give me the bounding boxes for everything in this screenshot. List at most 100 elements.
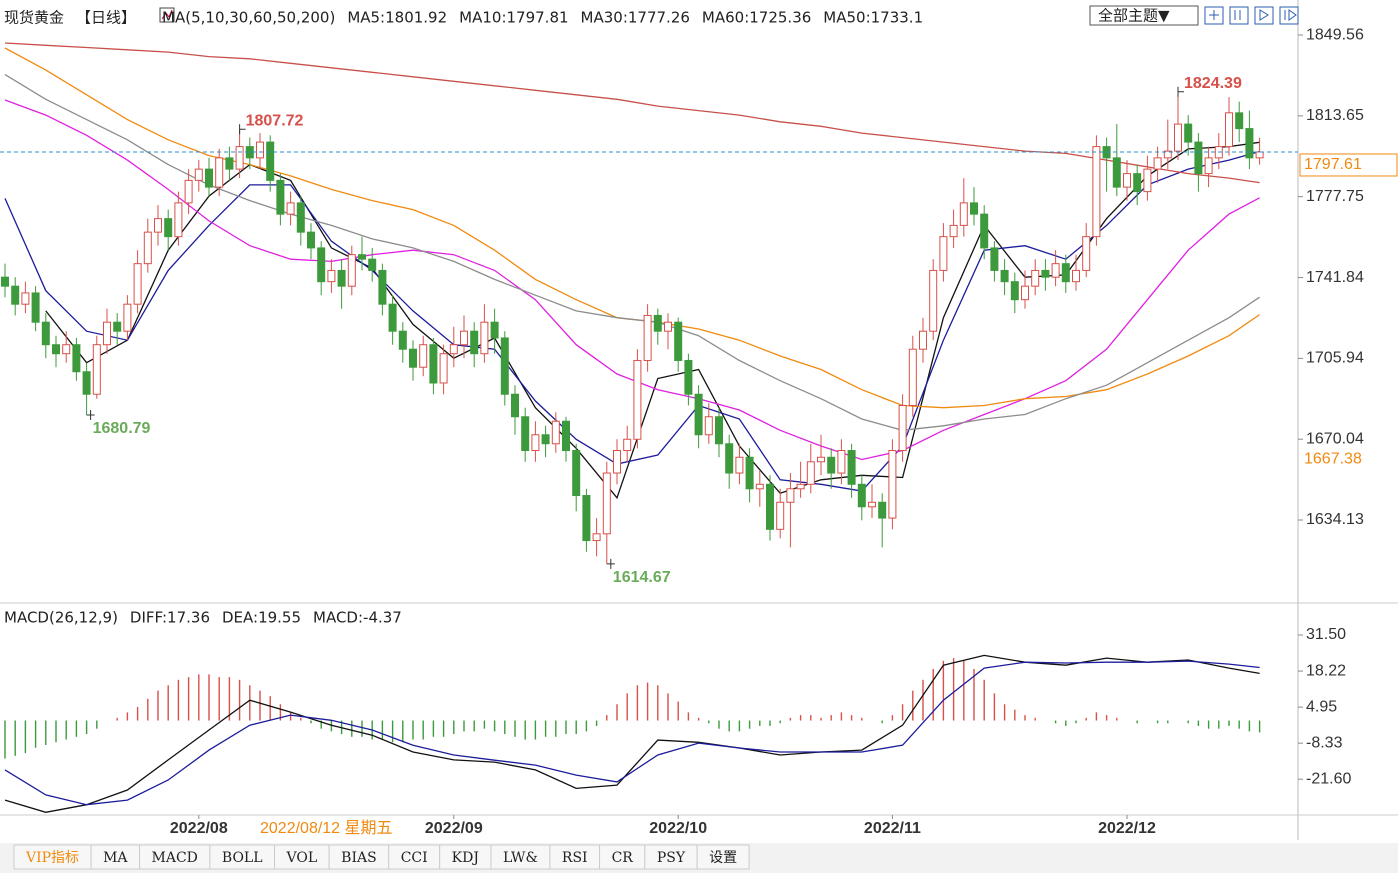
candle-body (235, 146, 244, 170)
candle (429, 337, 438, 395)
candle (551, 412, 560, 453)
candle-body (868, 501, 876, 508)
candle (266, 135, 275, 192)
candle (1225, 97, 1233, 156)
icon-button[interactable] (1254, 6, 1274, 25)
candle (817, 434, 825, 476)
candle-body (633, 359, 642, 440)
cursor-date-bg (258, 818, 395, 840)
candle (500, 331, 509, 406)
candle-body (990, 247, 999, 271)
candle (184, 169, 193, 215)
y-tick-label: 1705.94 (1306, 350, 1364, 367)
candle-body (143, 231, 152, 265)
candle (1112, 124, 1121, 197)
candle-body (1245, 128, 1254, 159)
tab[interactable] (274, 844, 330, 870)
candle-body (317, 247, 326, 283)
tab[interactable] (549, 844, 601, 870)
extreme-label: 1807.72 (246, 112, 304, 129)
candle (439, 344, 448, 395)
candle (949, 209, 958, 248)
chart-title: 现货黄金 (4, 9, 64, 27)
candle (11, 277, 20, 316)
candle-body (368, 258, 377, 271)
candle-body (521, 416, 530, 452)
candle-body (398, 330, 407, 350)
candle (1235, 101, 1244, 143)
icon-glyphs (1209, 9, 1297, 21)
candle-body (623, 438, 632, 452)
x-tick-label: 2022/09 (425, 820, 483, 837)
last-price-label: 1797.61 (1304, 156, 1362, 173)
candle-body (215, 157, 224, 188)
candle (745, 448, 754, 503)
tab-label: LW& (503, 850, 538, 866)
candle (337, 259, 346, 309)
legend-entry: MA30:1777.26 (581, 9, 690, 27)
candle (1245, 110, 1254, 170)
candle-body (409, 348, 417, 368)
icon-button[interactable] (1229, 6, 1249, 25)
indicator-icon-glyph (161, 9, 173, 20)
candle-body (82, 371, 91, 395)
candle (837, 439, 846, 485)
candle (1092, 135, 1101, 246)
legend-entry: MA50:1733.1 (823, 9, 923, 27)
candle-body (1, 276, 9, 287)
candle-body (378, 269, 387, 305)
candle (776, 488, 785, 539)
candle (541, 425, 550, 458)
candle (72, 337, 81, 381)
theme-button[interactable] (1089, 5, 1199, 26)
candle-body (11, 285, 20, 305)
tab[interactable] (644, 844, 698, 870)
candle (1010, 272, 1019, 314)
tab[interactable] (90, 844, 141, 870)
candle-body (653, 314, 662, 332)
legend-entry: MA10:1797.81 (459, 9, 568, 27)
candle-body (715, 416, 723, 445)
candle-body (796, 483, 805, 490)
candle-body (776, 501, 785, 530)
candle (41, 313, 50, 359)
tab[interactable] (696, 844, 750, 870)
candle-body (41, 321, 50, 346)
candle-body (358, 254, 366, 260)
candle-body (500, 337, 509, 395)
candle (174, 191, 183, 246)
legend-entry: DIFF:17.36 (130, 609, 210, 627)
toolbar-icons (1204, 6, 1299, 25)
tab[interactable] (209, 844, 276, 870)
candle-body (602, 472, 611, 535)
candle (704, 403, 713, 444)
candle-body (164, 218, 173, 238)
candle-body (980, 213, 989, 249)
x-tick-label: 2022/12 (1098, 820, 1156, 837)
candle (1123, 160, 1131, 201)
candle-body (592, 533, 601, 542)
candle-body (939, 236, 948, 271)
candle-body (347, 254, 356, 287)
y-tick-label: 31.50 (1306, 626, 1346, 643)
candle (715, 407, 723, 458)
candle-body (929, 269, 938, 332)
tab[interactable] (139, 844, 211, 870)
candle-body (256, 141, 264, 159)
candle (847, 443, 856, 498)
candle-body (337, 269, 346, 287)
legend-entry: MA60:1725.36 (702, 9, 811, 27)
candle-body (174, 202, 183, 238)
candle-body (419, 344, 428, 368)
cursor-date: 2022/08/12 星期五 (260, 819, 393, 837)
candle (868, 484, 876, 519)
candle (31, 286, 40, 332)
tab-label: CCI (401, 850, 428, 866)
tab[interactable] (490, 844, 551, 870)
candle-body (817, 456, 825, 463)
extreme-marker (1177, 86, 1184, 97)
candle-body (470, 330, 479, 355)
macd-line (4, 660, 1260, 806)
tab[interactable] (388, 844, 441, 870)
candle-body (133, 263, 142, 305)
